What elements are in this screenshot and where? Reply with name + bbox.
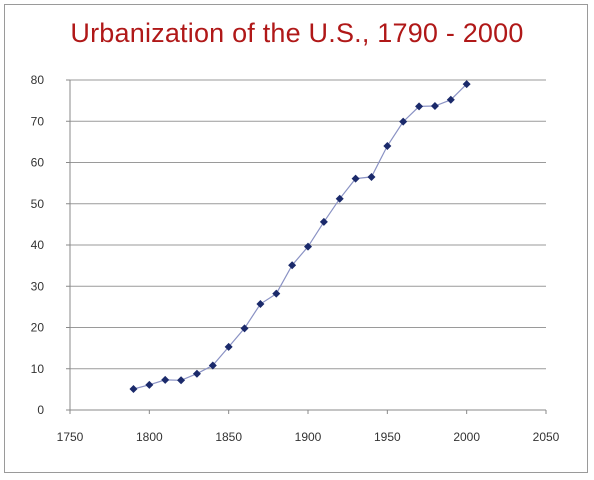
x-tick-label: 1800 (136, 430, 163, 444)
data-point (462, 80, 471, 89)
x-tick-labels: 1750 1800 1850 1900 1950 2000 2050 (57, 430, 560, 444)
x-tick-label: 1750 (57, 430, 84, 444)
x-tick-label: 1950 (374, 430, 401, 444)
x-tick-label: 1900 (295, 430, 322, 444)
data-point (161, 375, 170, 384)
y-tick-label: 80 (31, 73, 45, 87)
chart-title: Urbanization of the U.S., 1790 - 2000 (70, 18, 524, 48)
y-tick-label: 20 (31, 321, 45, 335)
chart-frame (4, 4, 588, 473)
data-point (351, 174, 360, 183)
y-tick-label: 30 (31, 279, 45, 293)
data-point (367, 172, 376, 181)
data-point (192, 369, 201, 378)
data-point (304, 242, 312, 251)
axes (66, 79, 547, 414)
data-point (335, 194, 344, 203)
data-point (319, 217, 328, 226)
data-point (240, 324, 249, 333)
data-point (129, 384, 138, 393)
data-point (415, 102, 424, 111)
x-tick-label: 2050 (533, 430, 560, 444)
data-point (256, 299, 265, 308)
y-tick-label: 60 (31, 156, 45, 170)
data-point (383, 142, 392, 150)
data-point (288, 261, 297, 270)
gridlines (70, 79, 546, 370)
data-point (177, 376, 186, 385)
data-point (430, 101, 439, 110)
y-tick-labels: 0 10 20 30 40 50 60 70 80 (31, 73, 45, 417)
data-point (145, 380, 154, 389)
y-tick-label: 40 (31, 238, 45, 252)
series-line (133, 83, 468, 390)
y-tick-label: 0 (37, 403, 44, 417)
y-tick-label: 50 (31, 197, 45, 211)
data-point (224, 342, 233, 351)
data-point (399, 117, 408, 126)
y-tick-label: 10 (31, 362, 45, 376)
data-point (272, 289, 281, 298)
data-point (446, 95, 455, 104)
y-tick-label: 70 (31, 114, 45, 128)
data-point (208, 361, 217, 370)
data-points (129, 80, 471, 393)
x-tick-label: 2000 (453, 430, 480, 444)
x-tick-label: 1850 (215, 430, 242, 444)
